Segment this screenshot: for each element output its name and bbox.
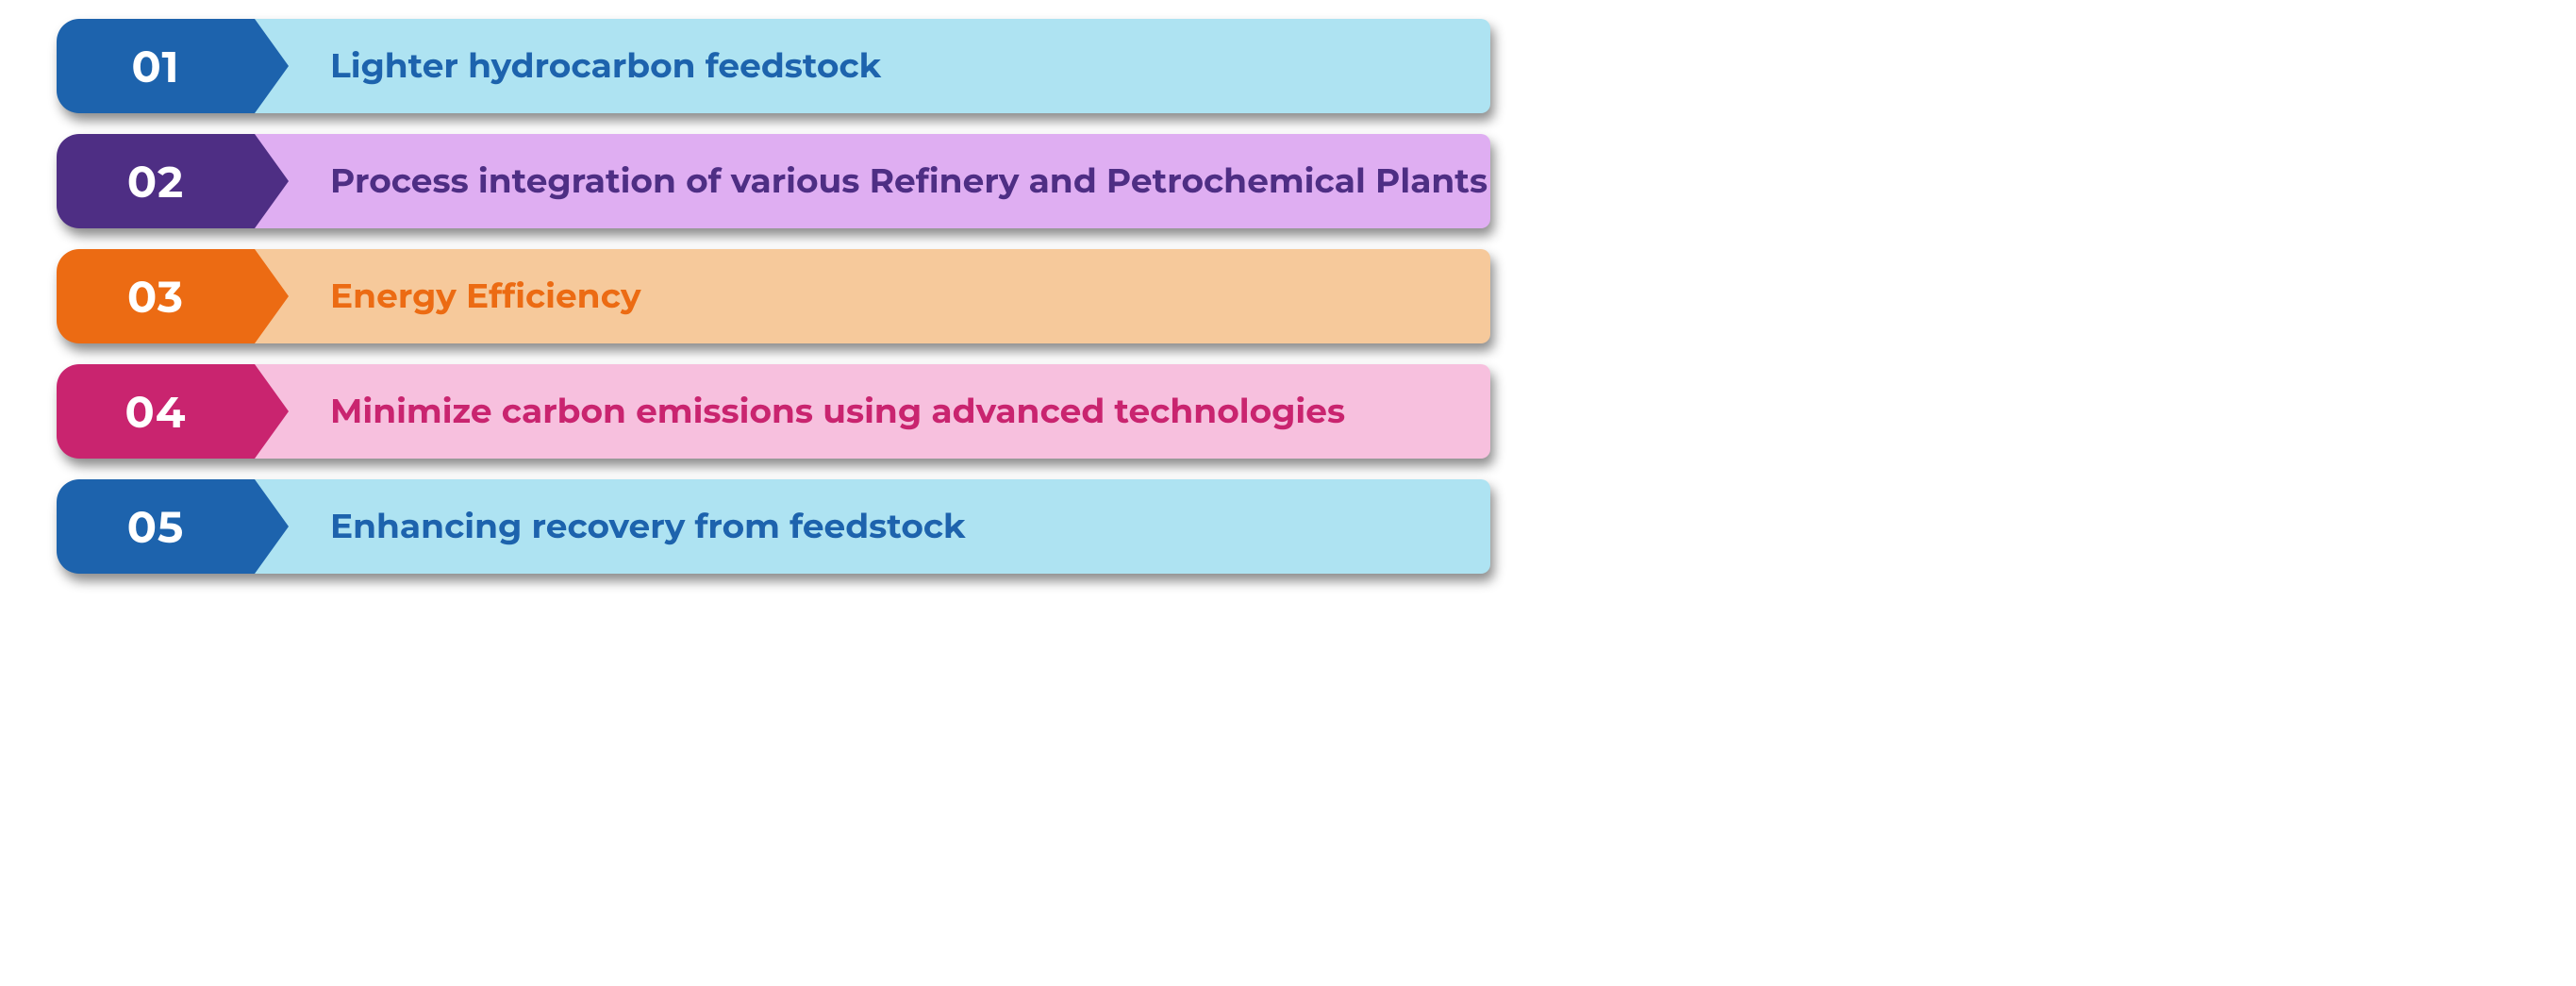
label-bar: Lighter hydrocarbon feedstock [255, 19, 1490, 113]
item-number: 04 [125, 385, 187, 439]
item-number: 05 [127, 500, 185, 554]
number-badge: 02 [57, 134, 255, 228]
label-bar: Minimize carbon emissions using advanced… [255, 364, 1490, 459]
item-number: 01 [131, 40, 179, 93]
list-item: 03 Energy Efficiency [57, 249, 1490, 343]
item-number: 02 [127, 155, 184, 209]
number-badge: 01 [57, 19, 255, 113]
item-label: Process integration of various Refinery … [330, 160, 1487, 202]
label-bar: Enhancing recovery from feedstock [255, 479, 1490, 574]
number-badge: 05 [57, 479, 255, 574]
label-bar: Energy Efficiency [255, 249, 1490, 343]
infographic-list: 01 Lighter hydrocarbon feedstock 02 Proc… [57, 19, 1490, 574]
list-item: 04 Minimize carbon emissions using advan… [57, 364, 1490, 459]
item-label: Enhancing recovery from feedstock [330, 506, 966, 547]
item-number: 03 [127, 270, 184, 324]
list-item: 01 Lighter hydrocarbon feedstock [57, 19, 1490, 113]
number-badge: 04 [57, 364, 255, 459]
label-bar: Process integration of various Refinery … [255, 134, 1490, 228]
list-item: 05 Enhancing recovery from feedstock [57, 479, 1490, 574]
item-label: Energy Efficiency [330, 276, 641, 317]
list-item: 02 Process integration of various Refine… [57, 134, 1490, 228]
item-label: Lighter hydrocarbon feedstock [330, 45, 881, 87]
number-badge: 03 [57, 249, 255, 343]
item-label: Minimize carbon emissions using advanced… [330, 391, 1345, 432]
